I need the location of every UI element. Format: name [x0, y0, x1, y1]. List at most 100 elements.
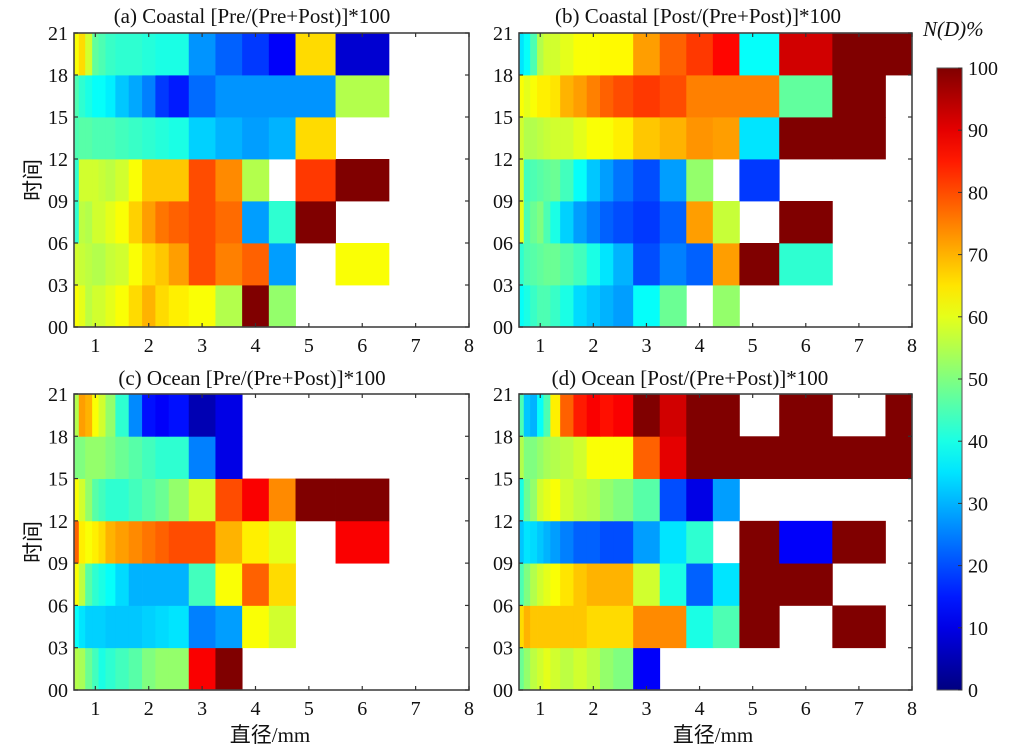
heatmap-cell — [550, 159, 561, 202]
heatmap-cell — [128, 605, 143, 649]
heatmap-cell — [78, 117, 86, 160]
heatmap-cell — [78, 159, 86, 202]
y-tick-label: 00 — [493, 317, 513, 339]
heatmap-cell — [832, 33, 886, 76]
heatmap-cell — [686, 117, 714, 160]
heatmap-cell — [739, 605, 780, 649]
heatmap-cell — [105, 159, 116, 202]
heatmap-cell — [98, 285, 106, 328]
x-tick-label: 7 — [854, 335, 864, 357]
heatmap-cell — [128, 159, 143, 202]
heatmap-cell — [613, 243, 634, 286]
y-tick-label: 15 — [493, 107, 513, 129]
heatmap-cell — [779, 243, 833, 286]
heatmap-cell — [105, 520, 116, 564]
heatmap-cell — [85, 33, 93, 76]
y-tick-label: 15 — [493, 469, 513, 491]
y-tick-label: 03 — [48, 275, 68, 297]
heatmap-cell — [92, 520, 99, 564]
y-tick-label: 03 — [48, 638, 68, 660]
heatmap-cell — [142, 563, 156, 606]
heatmap-cell — [268, 117, 296, 160]
heatmap-cell — [128, 117, 143, 160]
heatmap-cell — [85, 436, 93, 479]
heatmap-cell — [98, 478, 106, 522]
heatmap-cell — [142, 117, 156, 160]
heatmap-cell — [85, 647, 93, 691]
x-tick-label: 3 — [197, 335, 207, 357]
heatmap-cell — [613, 159, 634, 202]
heatmap-cell — [92, 75, 99, 118]
heatmap-cell — [78, 647, 86, 691]
heatmap-cell — [105, 605, 116, 649]
heatmap-cell — [659, 243, 687, 286]
heatmap-cell — [712, 478, 740, 522]
y-tick-label: 06 — [493, 595, 513, 617]
heatmap-cell — [659, 520, 687, 564]
heatmap-cell — [188, 394, 216, 437]
plot-frame — [73, 32, 470, 328]
heatmap-cell — [74, 75, 80, 118]
heatmap-cell — [335, 75, 390, 118]
heatmap-cell — [85, 394, 93, 437]
heatmap-cell — [115, 520, 130, 564]
heatmap-cell — [215, 159, 243, 202]
heatmap-cell — [633, 33, 661, 76]
heatmap-cell — [215, 563, 243, 606]
heatmap-cell — [519, 394, 525, 437]
heatmap-cell — [115, 201, 130, 244]
heatmap-cell — [712, 436, 740, 479]
x-tick-label: 1 — [90, 335, 100, 357]
y-tick-label: 12 — [493, 511, 513, 533]
heatmap-cell — [85, 117, 93, 160]
heatmap-cell — [92, 478, 99, 522]
heatmap-cell — [128, 394, 143, 437]
heatmap-cell — [599, 75, 614, 118]
heatmap-cell — [779, 394, 833, 437]
heatmap-cell — [686, 605, 714, 649]
heatmap-cell — [686, 75, 714, 118]
heatmap-cell — [242, 75, 270, 118]
colorbar-title: N(D)% — [922, 17, 984, 41]
heatmap-cell — [115, 605, 130, 649]
heatmap-cell — [543, 394, 551, 437]
heatmap-cell — [586, 243, 601, 286]
heatmap-cell — [832, 117, 886, 160]
heatmap-cell — [85, 75, 93, 118]
heatmap-cell — [613, 563, 634, 606]
heatmap-cell — [295, 117, 336, 160]
y-tick-label: 00 — [493, 680, 513, 702]
heatmap-cell — [659, 605, 687, 649]
x-tick-label: 1 — [535, 335, 545, 357]
heatmap-cell — [142, 159, 156, 202]
heatmap-cell — [155, 285, 170, 328]
heatmap-cell — [142, 605, 156, 649]
heatmap-cell — [530, 159, 538, 202]
heatmap-cell — [115, 243, 130, 286]
heatmap-cell — [98, 563, 106, 606]
heatmap-cell — [74, 436, 80, 479]
heatmap-cell — [92, 394, 99, 437]
heatmap-cell — [155, 159, 170, 202]
heatmap-cell — [188, 117, 216, 160]
panel-c-cells — [74, 394, 390, 691]
heatmap-cell — [85, 285, 93, 328]
heatmap-cell — [560, 201, 574, 244]
ylabel-bottom: 时间 — [21, 521, 45, 563]
y-tick-label: 15 — [48, 469, 68, 491]
heatmap-cell — [633, 520, 661, 564]
heatmap-cell — [543, 563, 551, 606]
heatmap-cell — [599, 605, 614, 649]
heatmap-cell — [550, 605, 561, 649]
heatmap-cell — [155, 605, 170, 649]
heatmap-cell — [586, 436, 601, 479]
heatmap-cell — [85, 201, 93, 244]
heatmap-cell — [633, 285, 661, 328]
heatmap-cell — [712, 394, 740, 437]
heatmap-cell — [530, 394, 538, 437]
heatmap-cell — [530, 201, 538, 244]
heatmap-cell — [537, 159, 544, 202]
heatmap-cell — [573, 605, 588, 649]
heatmap-cell — [78, 563, 86, 606]
